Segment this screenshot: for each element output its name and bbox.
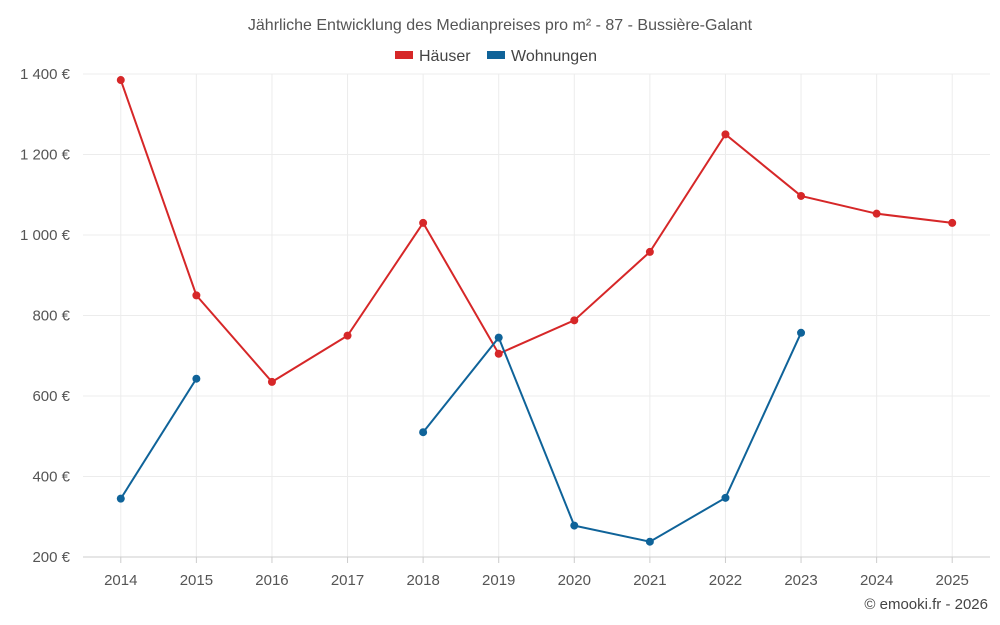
chart-title: Jährliche Entwicklung des Medianpreises … bbox=[248, 17, 753, 34]
y-tick-label: 800 € bbox=[32, 308, 70, 325]
y-tick-label: 200 € bbox=[32, 549, 70, 566]
y-tick-label: 1 000 € bbox=[20, 227, 71, 244]
x-tick-label: 2015 bbox=[180, 572, 213, 589]
series-1 bbox=[116, 328, 806, 546]
legend-label: Häuser bbox=[419, 48, 471, 65]
legend-label: Wohnungen bbox=[511, 48, 597, 65]
x-tick-label: 2021 bbox=[633, 572, 666, 589]
data-point[interactable] bbox=[192, 291, 201, 300]
data-point[interactable] bbox=[797, 328, 806, 337]
x-tick-label: 2017 bbox=[331, 572, 364, 589]
x-tick-label: 2022 bbox=[709, 572, 742, 589]
data-point[interactable] bbox=[797, 191, 806, 200]
data-point[interactable] bbox=[494, 349, 503, 358]
x-tick-label: 2014 bbox=[104, 572, 137, 589]
data-point[interactable] bbox=[267, 377, 276, 386]
series-line bbox=[119, 79, 953, 384]
x-tick-label: 2018 bbox=[406, 572, 439, 589]
grid-lines bbox=[83, 73, 990, 558]
data-point[interactable] bbox=[645, 247, 654, 256]
x-axis: 2014 2015 2016 2017 2018 2019 2020 2021 2022 2023… bbox=[83, 556, 990, 589]
x-tick-label: 2024 bbox=[860, 572, 893, 589]
data-point[interactable] bbox=[570, 316, 579, 325]
data-point[interactable] bbox=[116, 76, 125, 85]
data-point[interactable] bbox=[419, 218, 428, 227]
data-point[interactable] bbox=[192, 374, 201, 383]
x-tick-label: 2023 bbox=[784, 572, 817, 589]
x-tick-label: 2016 bbox=[255, 572, 288, 589]
y-axis: 200 € 400 € 600 € 800 € 1 000 € 1 200 € 1 400 … bbox=[20, 66, 71, 566]
data-point[interactable] bbox=[419, 428, 428, 437]
data-point[interactable] bbox=[645, 537, 654, 546]
credit-text: © emooki.fr - 2026 bbox=[864, 596, 988, 613]
x-tick-label: 2025 bbox=[936, 572, 969, 589]
x-tick-label: 2019 bbox=[482, 572, 515, 589]
series-line bbox=[422, 332, 802, 543]
y-tick-label: 400 € bbox=[32, 469, 70, 486]
legend-swatch bbox=[395, 51, 413, 59]
data-point[interactable] bbox=[116, 494, 125, 503]
data-point[interactable] bbox=[494, 333, 503, 342]
legend-swatch bbox=[487, 51, 505, 59]
series-layer bbox=[116, 76, 957, 546]
data-point[interactable] bbox=[570, 521, 579, 530]
data-point[interactable] bbox=[948, 218, 957, 227]
y-tick-label: 600 € bbox=[32, 388, 70, 405]
x-tick-label: 2020 bbox=[558, 572, 591, 589]
y-tick-label: 1 200 € bbox=[20, 147, 71, 164]
data-point[interactable] bbox=[343, 331, 352, 340]
series-0 bbox=[116, 76, 957, 386]
data-point[interactable] bbox=[721, 493, 730, 502]
data-point[interactable] bbox=[872, 209, 881, 218]
legend-item-1[interactable]: Wohnungen bbox=[487, 48, 597, 65]
data-point[interactable] bbox=[721, 130, 730, 139]
series-line bbox=[119, 378, 198, 500]
legend: Häuser Wohnungen bbox=[395, 48, 597, 65]
legend-item-0[interactable]: Häuser bbox=[395, 48, 471, 65]
y-tick-label: 1 400 € bbox=[20, 66, 71, 83]
